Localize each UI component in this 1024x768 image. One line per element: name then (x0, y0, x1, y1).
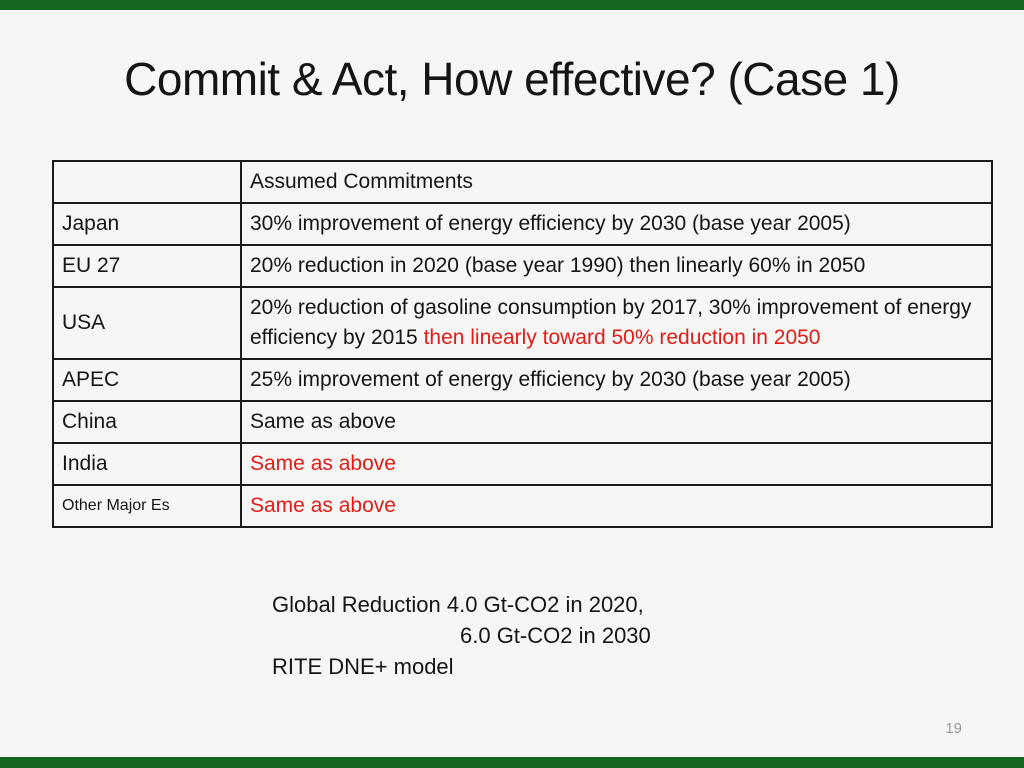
row-label-cell: Japan (52, 202, 242, 246)
commitment-text-segment: Same as above (250, 452, 396, 475)
commitment-text-segment: then linearly toward 50% reduction in 20… (423, 326, 821, 349)
row-commitment-cell: Same as above (240, 400, 993, 444)
row-label-cell: Other Major Es (52, 484, 242, 528)
note-line-global-reduction-2020: Global Reduction 4.0 Gt-CO2 in 2020, (272, 592, 644, 617)
slide-title: Commit & Act, How effective? (Case 1) (124, 53, 900, 105)
table-header-row: Assumed Commitments (52, 160, 993, 204)
top-green-bar (0, 0, 1024, 10)
table-row: APEC 25% improvement of energy efficiency… (52, 358, 993, 402)
header-empty-cell (52, 160, 242, 204)
table-row: Other Major Es Same as above (52, 484, 993, 528)
row-label-cell: EU 27 (52, 244, 242, 288)
table-row: Japan 30% improvement of energy efficienc… (52, 202, 993, 246)
page-number: 19 (945, 720, 962, 737)
table-row: USA 20% reduction of gasoline consumption… (52, 286, 993, 360)
commitment-text-segment: Same as above (250, 494, 396, 517)
row-commitment-cell: 30% improvement of energy efficiency by … (240, 202, 993, 246)
commitments-table: Assumed Commitments Japan 30% improvement … (52, 160, 993, 528)
row-label-cell: India (52, 442, 242, 486)
row-label-cell: USA (52, 286, 242, 360)
commitment-text-segment: 30% improvement of energy efficiency by … (250, 212, 851, 235)
table-row: EU 27 20% reduction in 2020 (base year 19… (52, 244, 993, 288)
table-row: China Same as above (52, 400, 993, 444)
row-commitment-cell: 25% improvement of energy efficiency by … (240, 358, 993, 402)
commitment-text-segment: Same as above (250, 410, 396, 433)
table-row: India Same as above (52, 442, 993, 486)
notes-block: Global Reduction 4.0 Gt-CO2 in 2020, 6.0… (272, 589, 651, 682)
commitment-text-segment: 20% reduction in 2020 (base year 1990) t… (250, 254, 866, 277)
note-line-model: RITE DNE+ model (272, 654, 454, 679)
row-commitment-cell: 20% reduction in 2020 (base year 1990) t… (240, 244, 993, 288)
row-commitment-cell: Same as above (240, 484, 993, 528)
note-line-global-reduction-2030: 6.0 Gt-CO2 in 2030 (460, 623, 651, 648)
row-commitment-cell: 20% reduction of gasoline consumption by… (240, 286, 993, 360)
bottom-green-bar (0, 757, 1024, 768)
row-commitment-cell: Same as above (240, 442, 993, 486)
header-commitments-cell: Assumed Commitments (240, 160, 993, 204)
row-label-cell: China (52, 400, 242, 444)
commitment-text-segment: 20% reduction of gasoline consumption by… (250, 296, 972, 349)
commitment-text-segment: 25% improvement of energy efficiency by … (250, 368, 851, 391)
row-label-cell: APEC (52, 358, 242, 402)
